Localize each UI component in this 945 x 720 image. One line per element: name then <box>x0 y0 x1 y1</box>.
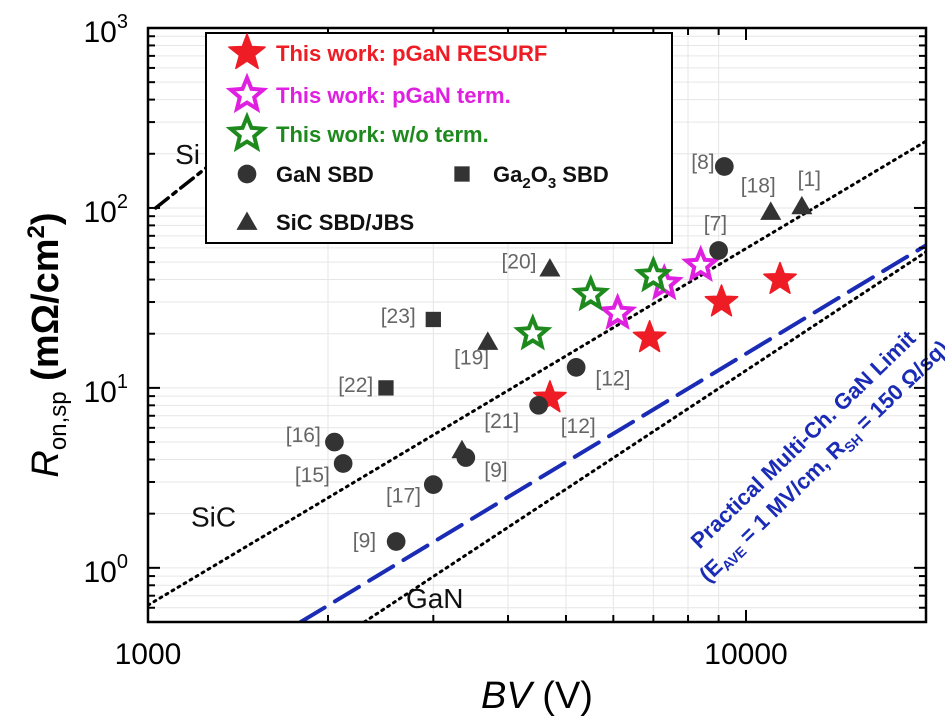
limit-annotation: Practical Multi-Ch. GaN Limit(EAVE = 1 M… <box>686 325 945 589</box>
reference-label: [16] <box>286 424 321 447</box>
reference-label: [9] <box>353 529 376 552</box>
data-point-sic <box>477 331 499 350</box>
data-point-ga2o3 <box>425 311 441 328</box>
y-tick-label: 101 <box>84 371 129 409</box>
reference-label: [22] <box>338 374 373 397</box>
reference-label: [17] <box>386 485 421 508</box>
legend-label-ga2o3: Ga2O3 SBD <box>493 162 609 192</box>
reference-label: [15] <box>295 464 330 487</box>
data-point-gan <box>386 532 406 551</box>
data-point-sic <box>791 195 813 215</box>
limit-line-practical <box>298 243 926 622</box>
x-tick-label: 10000 <box>704 638 787 671</box>
legend-marker-gan <box>237 164 257 184</box>
axes: 1000 10000 100 101 102 103 BV (V) Ron,sp (mΩ/cm… <box>23 11 927 717</box>
legend-label-gan: GaN SBD <box>276 162 374 187</box>
data-point-gan <box>423 475 443 494</box>
legend-marker-ga2o3 <box>454 166 470 182</box>
limit-line-sic <box>148 139 926 607</box>
legend-marker-resurf <box>228 33 266 70</box>
data-point-gan <box>529 395 548 415</box>
data-point-pgan <box>681 244 721 282</box>
data-point-gan <box>714 157 734 176</box>
data-point-ga2o3 <box>378 380 394 396</box>
data-point-gan <box>325 432 344 452</box>
reference-label: [21] <box>484 410 519 433</box>
region-label-gan: GaN <box>406 583 464 614</box>
y-tick-label: 103 <box>84 11 129 49</box>
data-point-pgan <box>598 292 638 330</box>
data-point-resurf <box>632 319 667 353</box>
legend-box <box>205 32 673 244</box>
y-tick-label: 102 <box>84 191 129 229</box>
data-points <box>325 157 813 551</box>
data-point-sic <box>451 439 473 459</box>
data-point-wo <box>513 313 553 351</box>
data-point-resurf <box>763 261 797 295</box>
legend-marker-sic <box>236 211 258 230</box>
data-point-sic <box>760 201 782 220</box>
reference-label: [12] <box>595 368 630 391</box>
data-point-wo <box>571 273 611 312</box>
reference-label: [20] <box>501 251 536 274</box>
reference-label: [12] <box>561 415 596 438</box>
legend-label-resurf: This work: pGaN RESURF <box>276 41 547 66</box>
data-point-gan <box>333 454 353 473</box>
x-axis-title: BV (V) <box>481 675 593 717</box>
data-point-sic <box>539 258 561 277</box>
reference-label: [19] <box>454 346 489 369</box>
legend-label-pgan: This work: pGaN term. <box>276 83 511 108</box>
limit-line-gan <box>362 250 926 622</box>
reference-label: [7] <box>704 212 727 235</box>
reference-labels: [8] [18] [1] [7] [20] [23] [19] [22] [12] [12] [21… <box>286 151 821 553</box>
reference-label: [9] <box>484 459 507 482</box>
region-label-sic: SiC <box>191 501 236 532</box>
data-point-gan <box>566 358 586 377</box>
reference-label: [18] <box>741 174 776 197</box>
legend: This work: pGaN RESURF This work: pGaN te… <box>205 32 673 244</box>
plot-frame <box>146 26 928 624</box>
y-axis-title: Ron,sp (mΩ/cm2) <box>23 212 72 477</box>
legend-marker-wo <box>225 111 269 153</box>
region-label-si: Si <box>175 139 200 170</box>
reference-label: [8] <box>691 151 714 174</box>
legend-label-sic: SiC SBD/JBS <box>276 210 414 235</box>
reference-label: [23] <box>381 305 416 328</box>
limit-annotation-line1: Practical Multi-Ch. GaN Limit <box>686 325 921 553</box>
data-point-wo <box>633 255 673 293</box>
data-point-gan <box>709 241 728 260</box>
reference-label: [1] <box>798 168 821 191</box>
legend-marker-pgan <box>225 72 269 114</box>
legend-label-wo: This work: w/o term. <box>276 122 489 147</box>
x-tick-label: 1000 <box>115 638 182 671</box>
region-labels: Si SiC GaN <box>175 139 463 614</box>
y-tick-label: 100 <box>84 551 129 589</box>
limit-annotation-line2: (EAVE = 1 MV/cm, RSH = 150 Ω/sq) <box>694 335 945 589</box>
data-point-resurf <box>704 284 739 317</box>
data-point-resurf <box>532 380 567 413</box>
